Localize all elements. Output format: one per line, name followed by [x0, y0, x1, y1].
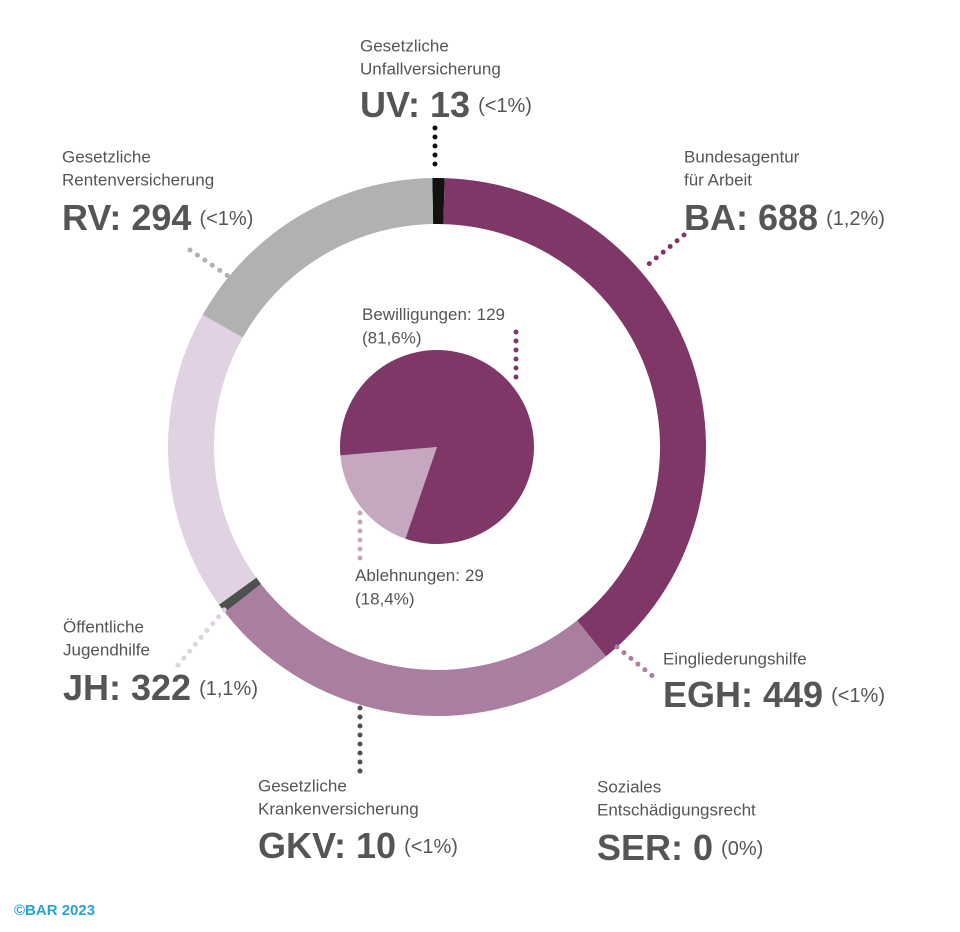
- category-label: Entschädigungsrecht: [597, 800, 756, 819]
- value-label: JH: 322 (1,1%): [63, 667, 258, 708]
- category-label: Gesetzliche: [360, 36, 449, 55]
- abbreviation: RV:: [62, 197, 121, 238]
- share-label: (18,4%): [355, 589, 415, 608]
- category-label: Öffentliche: [63, 617, 144, 636]
- category-label: Jugendhilfe: [63, 640, 150, 659]
- ring-segment: [219, 577, 262, 613]
- category-label: Soziales: [597, 777, 661, 796]
- category: Ablehnungen:: [355, 566, 460, 585]
- value-label: BA: 688 (1,2%): [684, 197, 885, 238]
- share: (0%): [721, 838, 763, 860]
- share: (<1%): [478, 95, 532, 117]
- value: 0: [693, 827, 713, 868]
- slice-label: Ablehnungen: 29: [355, 566, 484, 585]
- value: 449: [763, 674, 823, 715]
- value-label: UV: 13 (<1%): [360, 84, 532, 125]
- value-label: GKV: 10 (<1%): [258, 825, 458, 866]
- leader-line: [614, 644, 658, 681]
- category-label: Gesetzliche: [62, 147, 151, 166]
- abbreviation: JH:: [63, 667, 121, 708]
- leader-line: [175, 606, 228, 668]
- ring-segment: [167, 314, 257, 605]
- share: (<1%): [404, 836, 458, 858]
- value-label: EGH: 449 (<1%): [663, 674, 885, 715]
- value-label: RV: 294 (<1%): [62, 197, 253, 238]
- pie-slice: [340, 350, 534, 545]
- value: 688: [758, 197, 818, 238]
- leader-line: [187, 247, 231, 279]
- value: 322: [131, 667, 191, 708]
- value: 294: [131, 197, 191, 238]
- source: ©BAR 2023: [14, 902, 95, 919]
- share: (<1%): [831, 685, 885, 707]
- share-label: (81,6%): [362, 328, 422, 347]
- category-label: Krankenversicherung: [258, 799, 419, 818]
- category-label: Eingliederungshilfe: [663, 649, 807, 668]
- category-label: für Arbeit: [684, 170, 752, 189]
- abbreviation: SER:: [597, 827, 683, 868]
- ring-segment: [443, 178, 707, 657]
- category: Bewilligungen:: [362, 305, 472, 324]
- pie-slice: [340, 447, 437, 539]
- value-label: SER: 0 (0%): [597, 827, 763, 868]
- abbreviation: UV:: [360, 84, 420, 125]
- abbreviation: GKV:: [258, 825, 346, 866]
- value: 29: [465, 566, 484, 585]
- category-label: Gesetzliche: [258, 776, 347, 795]
- category-label: Bundesagentur: [684, 147, 800, 166]
- leader-line: [641, 232, 687, 271]
- share: (<1%): [199, 208, 253, 230]
- ring-segment: [224, 583, 606, 716]
- share: (1,1%): [199, 678, 258, 700]
- slice-label: Bewilligungen: 129: [362, 305, 505, 324]
- value: 10: [356, 825, 396, 866]
- category-label: Unfallversicherung: [360, 59, 501, 78]
- abbreviation: EGH:: [663, 674, 753, 715]
- category-label: Rentenversicherung: [62, 170, 214, 189]
- ring-segment: [202, 178, 434, 338]
- abbreviation: BA:: [684, 197, 748, 238]
- ring-segment: [432, 178, 445, 225]
- value: 13: [430, 84, 470, 125]
- value: 129: [477, 305, 505, 324]
- share: (1,2%): [826, 208, 885, 230]
